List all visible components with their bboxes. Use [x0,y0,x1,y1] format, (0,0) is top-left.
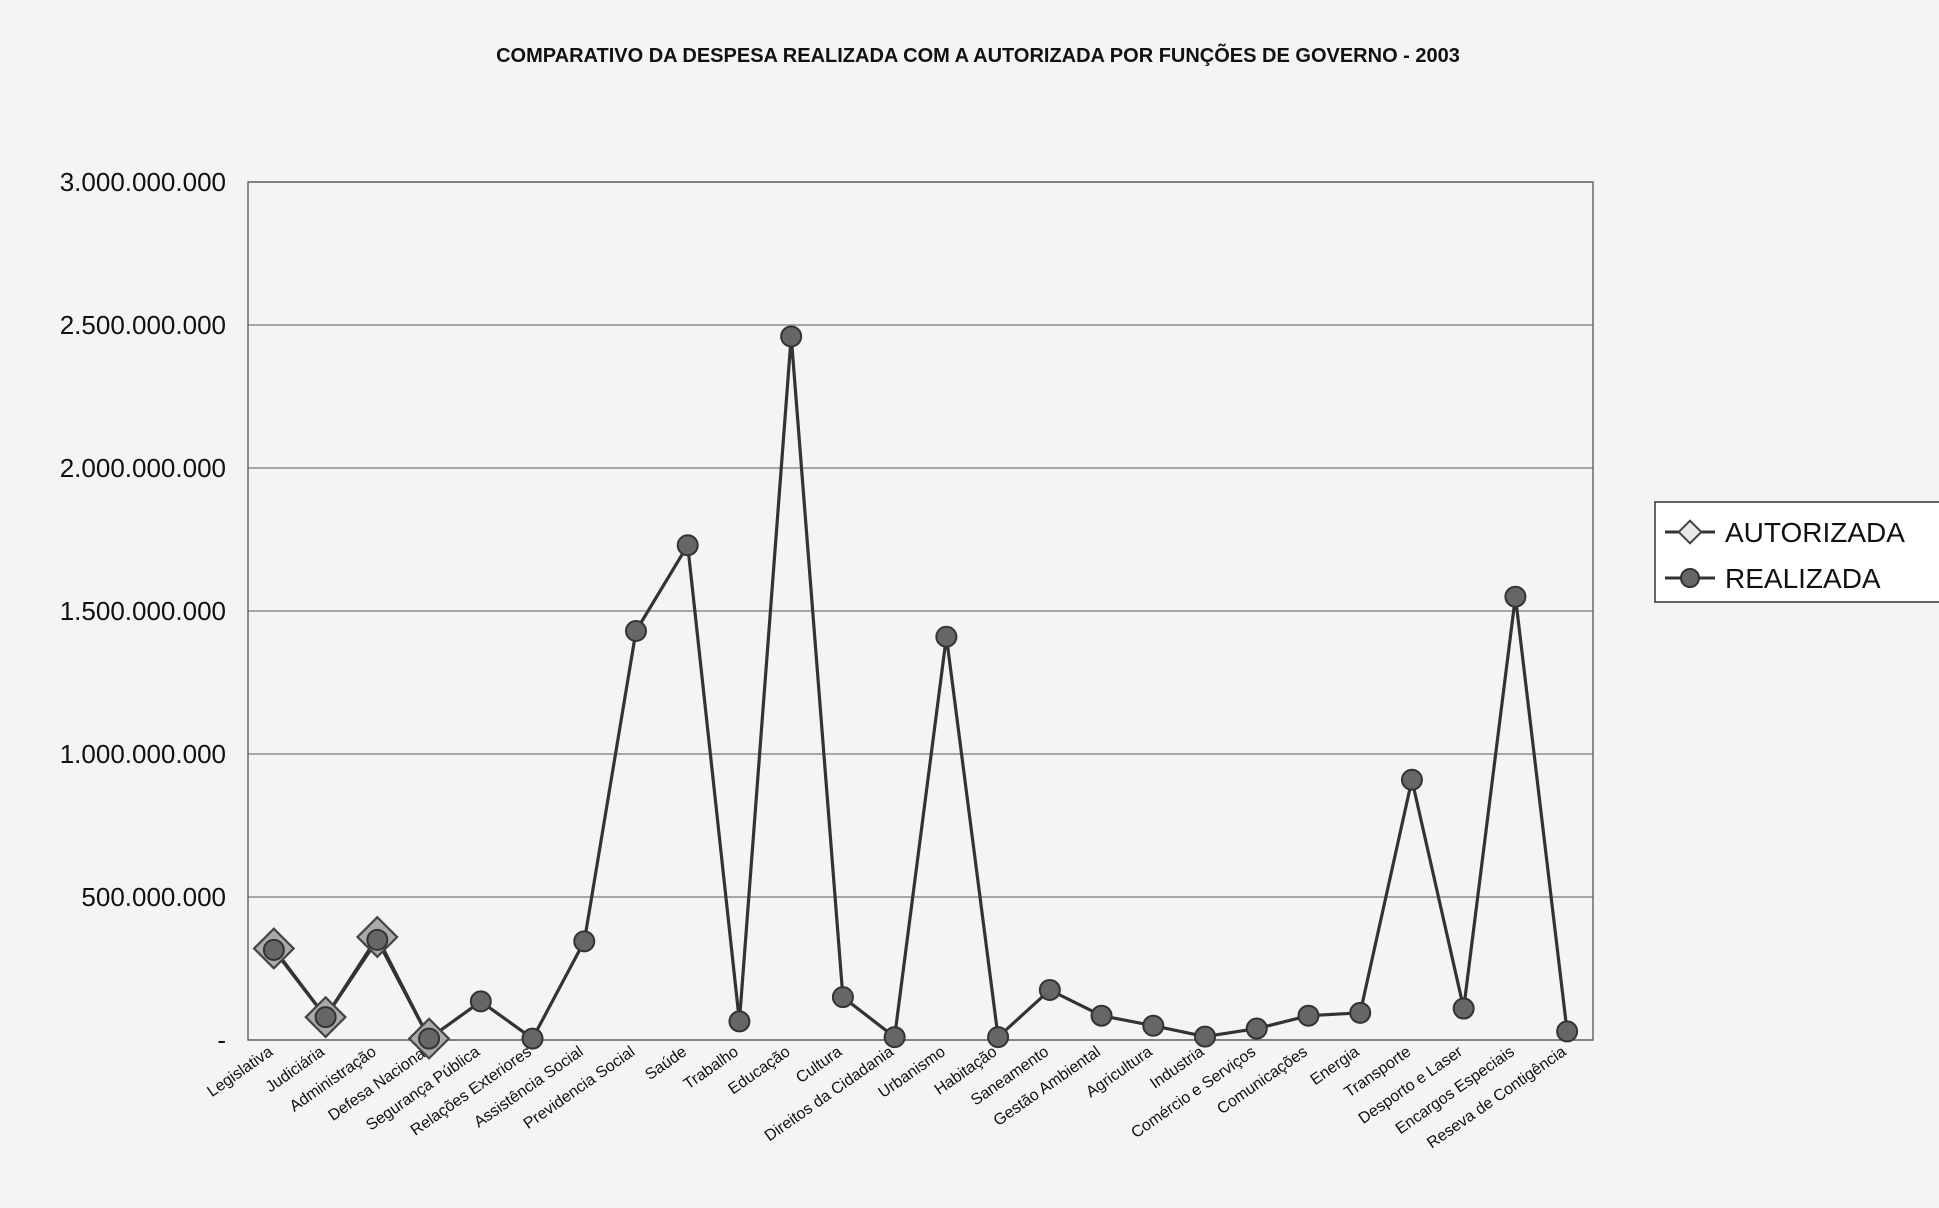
data-point-realizada [1452,997,1475,1020]
y-tick-label: 3.000.000.000 [60,167,226,197]
x-tick-label: Comunicações [1214,1043,1310,1118]
data-point-realizada [935,625,958,648]
legend: AUTORIZADA REALIZADA [1654,501,1939,603]
series-line-realizada [272,334,1569,1041]
y-tick-label: - [217,1025,226,1055]
y-axis-ticks: - 500.000.000 1.000.000.000 1.500.000.000 2.… [60,167,226,1055]
data-point-realizada [1142,1014,1165,1037]
legend-marker-autorizada [1677,519,1703,545]
data-point-realizada [573,930,596,953]
series-line-autorizada [272,935,431,1040]
x-tick-label: Legislativa [204,1043,276,1100]
data-point-realizada [262,938,285,961]
data-point-realizada [831,986,854,1009]
data-point-realizada [521,1027,544,1050]
data-point-realizada [676,534,699,557]
data-point-realizada [1297,1004,1320,1027]
y-tick-label: 500.000.000 [81,882,226,912]
data-point-realizada [1556,1020,1579,1043]
y-tick-label: 2.000.000.000 [60,453,226,483]
plot-area [247,181,1594,1041]
data-point-realizada [1245,1017,1268,1040]
grid [248,181,1593,1041]
x-axis-ticks: LegislativaJudiciáriaAdministraçãoDefesa… [204,1043,1569,1152]
data-point-realizada [780,325,803,348]
data-point-realizada [987,1026,1010,1049]
data-point-realizada [1504,585,1527,608]
data-point-realizada [469,990,492,1013]
legend-label-realizada: REALIZADA [1725,563,1881,594]
legend-label-autorizada: AUTORIZADA [1725,517,1905,548]
chart-title: COMPARATIVO DA DESPESA REALIZADA COM A A… [496,43,1460,67]
data-point-realizada [1400,768,1423,791]
series [252,325,1579,1060]
data-point-realizada [624,620,647,643]
data-point-realizada [418,1027,441,1050]
data-point-realizada [1194,1025,1217,1048]
legend-box [1654,501,1939,603]
data-point-realizada [1038,978,1061,1001]
legend-marker-realizada [1680,568,1700,588]
data-point-realizada [1090,1004,1113,1027]
y-tick-label: 1.500.000.000 [60,596,226,626]
data-point-realizada [1349,1001,1372,1024]
data-point-realizada [366,928,389,951]
y-tick-label: 1.000.000.000 [60,739,226,769]
data-point-realizada [883,1026,906,1049]
data-point-realizada [728,1010,751,1033]
data-point-realizada [314,1006,337,1029]
y-tick-label: 2.500.000.000 [60,310,226,340]
